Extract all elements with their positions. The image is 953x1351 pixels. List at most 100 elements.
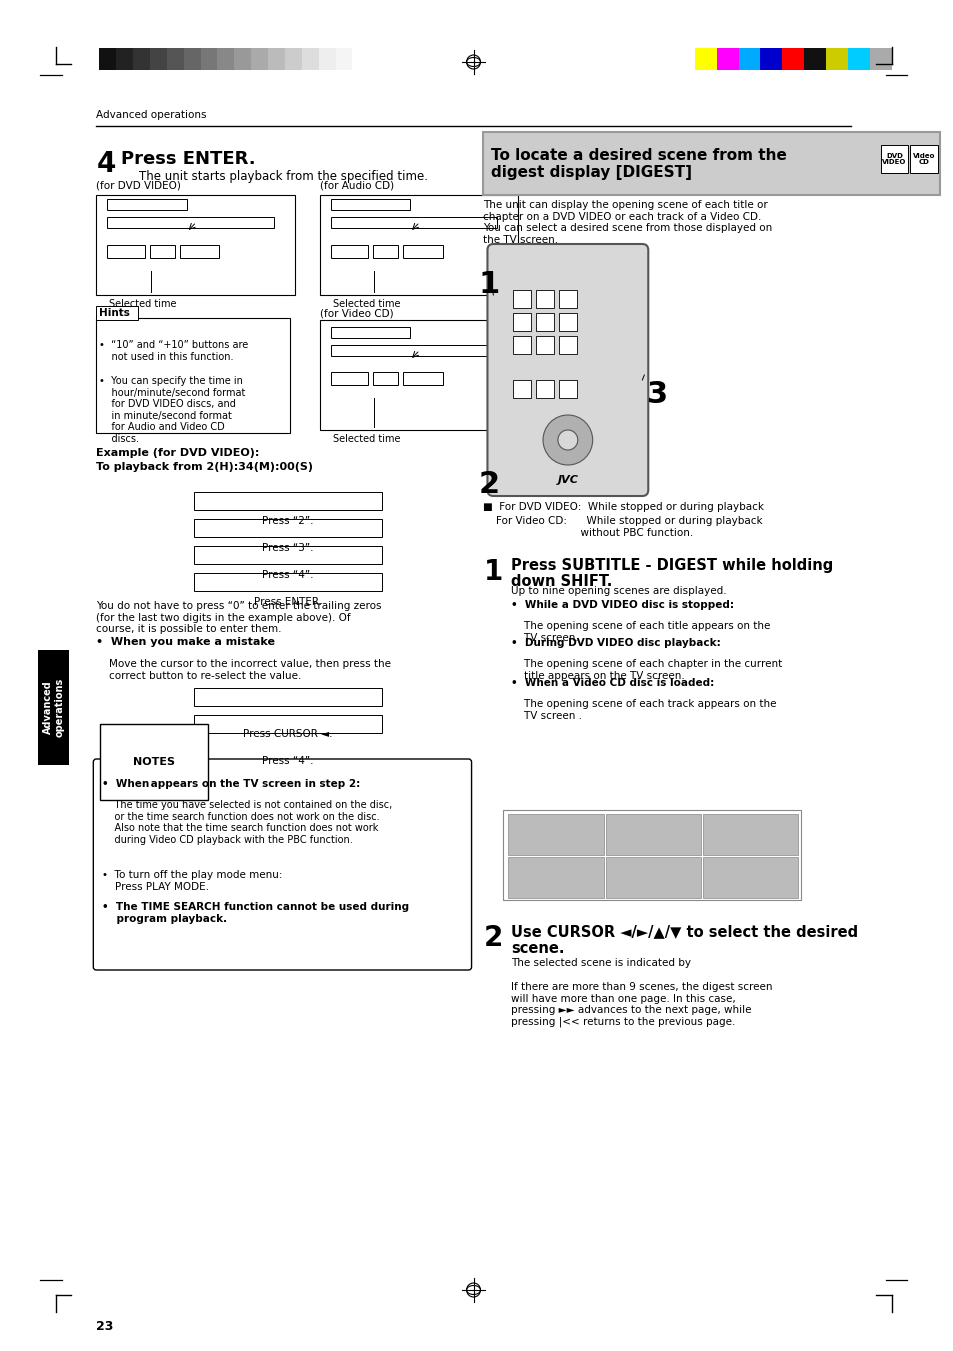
Bar	[99, 49, 116, 70]
Bar	[331, 345, 497, 357]
Bar	[880, 145, 907, 173]
Bar	[331, 245, 368, 258]
Bar	[107, 199, 187, 209]
Bar	[38, 650, 70, 765]
Text: The opening scene of each chapter in the current
    title appears on the TV scr: The opening scene of each chapter in the…	[511, 659, 781, 681]
Bar	[193, 715, 382, 734]
Bar	[760, 49, 781, 70]
Text: Selected time: Selected time	[333, 299, 399, 309]
Bar	[536, 336, 554, 354]
Text: Video
CD: Video CD	[912, 153, 935, 166]
Text: Press “4”.: Press “4”.	[262, 570, 314, 580]
Text: Selected time: Selected time	[109, 299, 176, 309]
Text: The selected scene is indicated by: The selected scene is indicated by	[511, 958, 691, 969]
Bar	[193, 492, 382, 509]
Bar	[825, 49, 847, 70]
Bar	[150, 49, 167, 70]
Text: •  You can specify the time in
    hour/minute/second format
    for DVD VIDEO d: • You can specify the time in hour/minut…	[99, 376, 245, 444]
Bar	[702, 857, 798, 898]
Bar	[107, 245, 145, 258]
Text: The unit starts playback from the specified time.: The unit starts playback from the specif…	[139, 170, 428, 182]
Bar	[179, 245, 219, 258]
Bar	[107, 218, 274, 228]
Bar	[558, 290, 577, 308]
Text: •  The TIME SEARCH function cannot be used during
    program playback.: • The TIME SEARCH function cannot be use…	[102, 902, 409, 924]
Text: •  When you make a mistake: • When you make a mistake	[96, 638, 275, 647]
Bar	[285, 49, 301, 70]
Bar	[694, 49, 716, 70]
Bar	[513, 336, 531, 354]
Text: ■  For DVD VIDEO:  While stopped or during playback: ■ For DVD VIDEO: While stopped or during…	[483, 503, 763, 512]
Text: Press “2”.: Press “2”.	[262, 516, 314, 526]
Text: •  When a Video CD disc is loaded:: • When a Video CD disc is loaded:	[511, 678, 714, 688]
Bar	[234, 49, 251, 70]
Bar	[508, 815, 603, 855]
Text: Press “3”.: Press “3”.	[262, 543, 314, 553]
Bar	[150, 245, 174, 258]
Bar	[909, 145, 937, 173]
Text: To locate a desired scene from the: To locate a desired scene from the	[491, 149, 786, 163]
FancyBboxPatch shape	[96, 317, 290, 434]
Bar	[536, 380, 554, 399]
Bar	[373, 245, 397, 258]
Text: NOTES: NOTES	[132, 757, 174, 767]
Bar	[605, 815, 700, 855]
Bar	[193, 688, 382, 707]
Text: Press “4”.: Press “4”.	[262, 757, 314, 766]
Text: Move the cursor to the incorrect value, then press the
    correct button to re-: Move the cursor to the incorrect value, …	[96, 659, 391, 681]
Text: 23: 23	[96, 1320, 113, 1333]
Text: •  While a DVD VIDEO disc is stopped:: • While a DVD VIDEO disc is stopped:	[511, 600, 734, 611]
Bar	[217, 49, 234, 70]
Text: Up to nine opening scenes are displayed.: Up to nine opening scenes are displayed.	[511, 586, 726, 596]
Bar	[402, 245, 442, 258]
Text: To playback from 2(H):34(M):00(S): To playback from 2(H):34(M):00(S)	[96, 462, 313, 471]
Text: Advanced operations: Advanced operations	[96, 109, 207, 120]
Bar	[200, 49, 217, 70]
Text: Use CURSOR ◄/►/▲/▼ to select the desired
scene.: Use CURSOR ◄/►/▲/▼ to select the desired…	[511, 924, 858, 957]
Bar	[513, 290, 531, 308]
Bar	[716, 49, 738, 70]
Bar	[319, 195, 517, 295]
Circle shape	[542, 415, 592, 465]
Text: •  During DVD VIDEO disc playback:: • During DVD VIDEO disc playback:	[511, 638, 720, 648]
Text: DVD
VIDEO: DVD VIDEO	[882, 153, 905, 166]
FancyBboxPatch shape	[487, 245, 648, 496]
Text: down SHIFT.: down SHIFT.	[511, 574, 612, 589]
Text: (for DVD VIDEO): (for DVD VIDEO)	[96, 180, 181, 190]
Bar	[803, 49, 825, 70]
Text: Press ENTER.: Press ENTER.	[253, 597, 321, 607]
Text: without PBC function.: without PBC function.	[483, 528, 693, 538]
Text: (for Video CD): (for Video CD)	[319, 308, 393, 317]
Text: 1: 1	[478, 270, 499, 299]
Bar	[96, 195, 294, 295]
Text: 4: 4	[96, 150, 115, 178]
Bar	[558, 336, 577, 354]
Bar	[193, 519, 382, 536]
FancyBboxPatch shape	[96, 305, 138, 320]
Text: 2: 2	[478, 470, 499, 499]
FancyBboxPatch shape	[93, 759, 471, 970]
Bar	[373, 372, 397, 385]
Text: Hints: Hints	[99, 308, 130, 317]
Text: 1: 1	[483, 558, 502, 586]
Bar	[536, 313, 554, 331]
Bar	[558, 313, 577, 331]
Bar	[331, 327, 410, 338]
Bar	[605, 857, 700, 898]
Bar	[536, 290, 554, 308]
Bar	[402, 372, 442, 385]
Text: Advanced
operations: Advanced operations	[43, 678, 65, 738]
Bar	[331, 372, 368, 385]
Bar	[508, 857, 603, 898]
Text: JVC: JVC	[557, 476, 578, 485]
Bar	[869, 49, 890, 70]
Text: The opening scene of each track appears on the
    TV screen .: The opening scene of each track appears …	[511, 698, 776, 720]
Bar	[335, 49, 352, 70]
Text: The time you have selected is not contained on the disc,
    or the time search : The time you have selected is not contai…	[102, 800, 392, 844]
Bar	[702, 815, 798, 855]
Bar	[301, 49, 318, 70]
Bar	[193, 573, 382, 590]
Bar	[132, 49, 150, 70]
Bar	[331, 199, 410, 209]
Text: Press SUBTITLE - DIGEST while holding: Press SUBTITLE - DIGEST while holding	[511, 558, 833, 573]
